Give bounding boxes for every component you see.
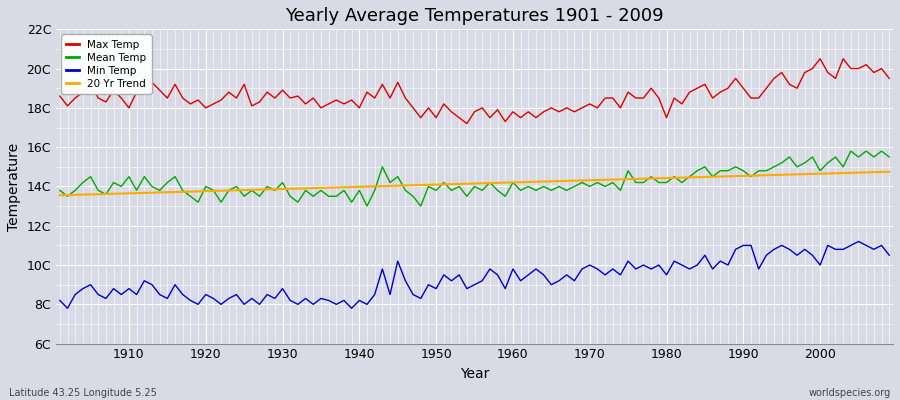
Text: worldspecies.org: worldspecies.org bbox=[809, 388, 891, 398]
Text: Latitude 43.25 Longitude 5.25: Latitude 43.25 Longitude 5.25 bbox=[9, 388, 157, 398]
Title: Yearly Average Temperatures 1901 - 2009: Yearly Average Temperatures 1901 - 2009 bbox=[285, 7, 664, 25]
Legend: Max Temp, Mean Temp, Min Temp, 20 Yr Trend: Max Temp, Mean Temp, Min Temp, 20 Yr Tre… bbox=[61, 34, 151, 94]
X-axis label: Year: Year bbox=[460, 367, 490, 381]
Y-axis label: Temperature: Temperature bbox=[7, 142, 21, 230]
